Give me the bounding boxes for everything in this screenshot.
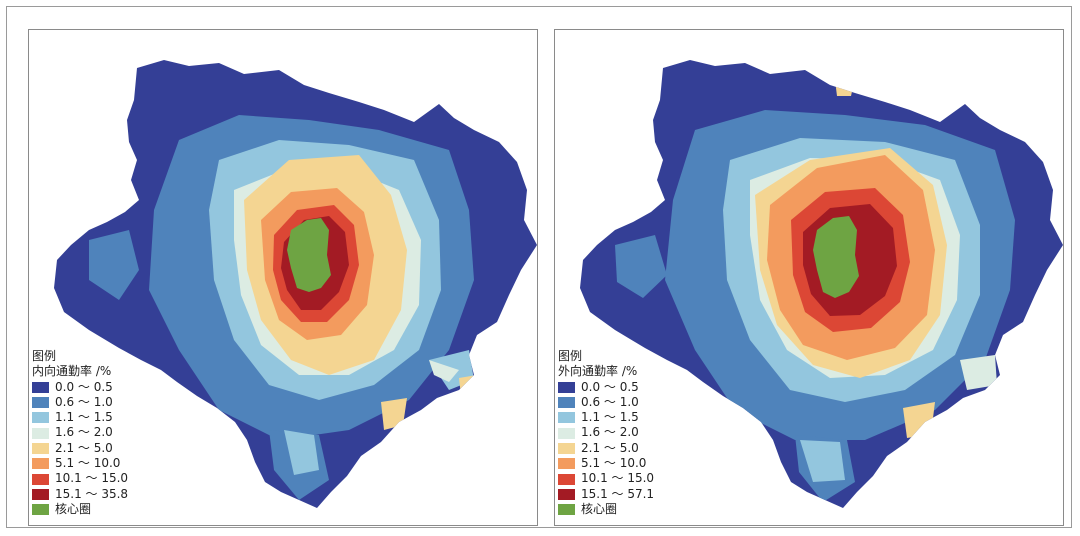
map-panel-outbound: 图例 外向通勤率 /% 0.0 ～ 0.5 0.6 ～ 1.0 1.1 ～ 1.… (554, 29, 1064, 526)
legend-swatch (32, 504, 49, 516)
map-region (903, 402, 935, 438)
map-region (615, 235, 667, 298)
legend-label: 1.6 ～ 2.0 (581, 425, 639, 440)
legend-label: 10.1 ～ 15.0 (581, 471, 655, 486)
legend-label: 1.6 ～ 2.0 (55, 425, 113, 440)
legend-swatch (558, 473, 575, 485)
legend-swatch (558, 412, 575, 424)
legend-label: 核心圈 (55, 501, 92, 516)
legend-subtitle: 内向通勤率 /% (32, 364, 112, 379)
legend-swatch (32, 473, 49, 485)
legend-item: 0.0 ～ 0.5 (558, 380, 654, 395)
map-region (429, 360, 459, 382)
legend-label: 1.1 ～ 1.5 (55, 410, 113, 425)
legend-swatch (32, 412, 49, 424)
legend-label: 2.1 ～ 5.0 (55, 440, 113, 455)
map-region (960, 355, 997, 390)
legend-swatch (32, 397, 49, 409)
map-region-core (813, 216, 859, 298)
legend-item: 10.1 ～ 15.0 (558, 471, 654, 486)
legend-title: 图例 (32, 349, 57, 363)
legend-item: 核心圈 (32, 502, 128, 517)
legend-swatch (32, 427, 49, 439)
map-region-core (287, 218, 331, 292)
legend-swatch (558, 488, 575, 500)
legend-item: 1.1 ～ 1.5 (558, 410, 654, 425)
legend-swatch (558, 381, 575, 393)
legend-swatch (32, 442, 49, 454)
map-region (89, 230, 139, 300)
legend-label: 10.1 ～ 15.0 (55, 471, 129, 486)
legend-swatch (558, 397, 575, 409)
legend-item: 1.6 ～ 2.0 (558, 425, 654, 440)
legend-item: 0.6 ～ 1.0 (558, 395, 654, 410)
map-region (459, 375, 477, 398)
legend-item: 2.1 ～ 5.0 (558, 441, 654, 456)
inbound-commute-choropleth-map (54, 60, 537, 508)
map-region (284, 430, 319, 475)
figure-frame: 图例 内向通勤率 /% 0.0 ～ 0.5 0.6 ～ 1.0 1.1 ～ 1.… (6, 6, 1072, 528)
legend-swatch (32, 488, 49, 500)
legend-title: 图例 (558, 349, 583, 363)
legend-label: 0.6 ～ 1.0 (581, 394, 639, 409)
outbound-commute-choropleth-map (580, 60, 1063, 508)
map-panel-inbound: 图例 内向通勤率 /% 0.0 ～ 0.5 0.6 ～ 1.0 1.1 ～ 1.… (28, 29, 538, 526)
legend-swatch (558, 458, 575, 470)
legend-swatch (558, 504, 575, 516)
legend-item: 0.0 ～ 0.5 (32, 380, 128, 395)
legend-label: 15.1 ～ 35.8 (55, 486, 129, 501)
legend-item: 0.6 ～ 1.0 (32, 395, 128, 410)
legend-swatch (32, 458, 49, 470)
legend-item: 15.1 ～ 35.8 (32, 487, 128, 502)
legend-item: 核心圈 (558, 502, 654, 517)
legend-item: 10.1 ～ 15.0 (32, 471, 128, 486)
legend-label: 0.6 ～ 1.0 (55, 394, 113, 409)
legend-subtitle: 外向通勤率 /% (558, 364, 638, 379)
map-region (381, 398, 407, 430)
legend-swatch (558, 442, 575, 454)
legend-item: 1.6 ～ 2.0 (32, 425, 128, 440)
legend-item: 1.1 ～ 1.5 (32, 410, 128, 425)
legend-swatch (32, 381, 49, 393)
legend-swatch (558, 427, 575, 439)
legend-item: 15.1 ～ 57.1 (558, 487, 654, 502)
legend-item: 5.1 ～ 10.0 (32, 456, 128, 471)
legend-label: 5.1 ～ 10.0 (55, 456, 121, 471)
map-region (800, 440, 845, 482)
legend-label: 0.0 ～ 0.5 (581, 379, 639, 394)
legend-label: 1.1 ～ 1.5 (581, 410, 639, 425)
legend-label: 0.0 ～ 0.5 (55, 379, 113, 394)
legend-item: 5.1 ～ 10.0 (558, 456, 654, 471)
legend-inbound: 图例 内向通勤率 /% 0.0 ～ 0.5 0.6 ～ 1.0 1.1 ～ 1.… (32, 349, 128, 517)
legend-label: 核心圈 (581, 501, 618, 516)
legend-label: 15.1 ～ 57.1 (581, 486, 655, 501)
legend-label: 5.1 ～ 10.0 (581, 456, 647, 471)
legend-item: 2.1 ～ 5.0 (32, 441, 128, 456)
legend-label: 2.1 ～ 5.0 (581, 440, 639, 455)
legend-outbound: 图例 外向通勤率 /% 0.0 ～ 0.5 0.6 ～ 1.0 1.1 ～ 1.… (558, 349, 654, 517)
